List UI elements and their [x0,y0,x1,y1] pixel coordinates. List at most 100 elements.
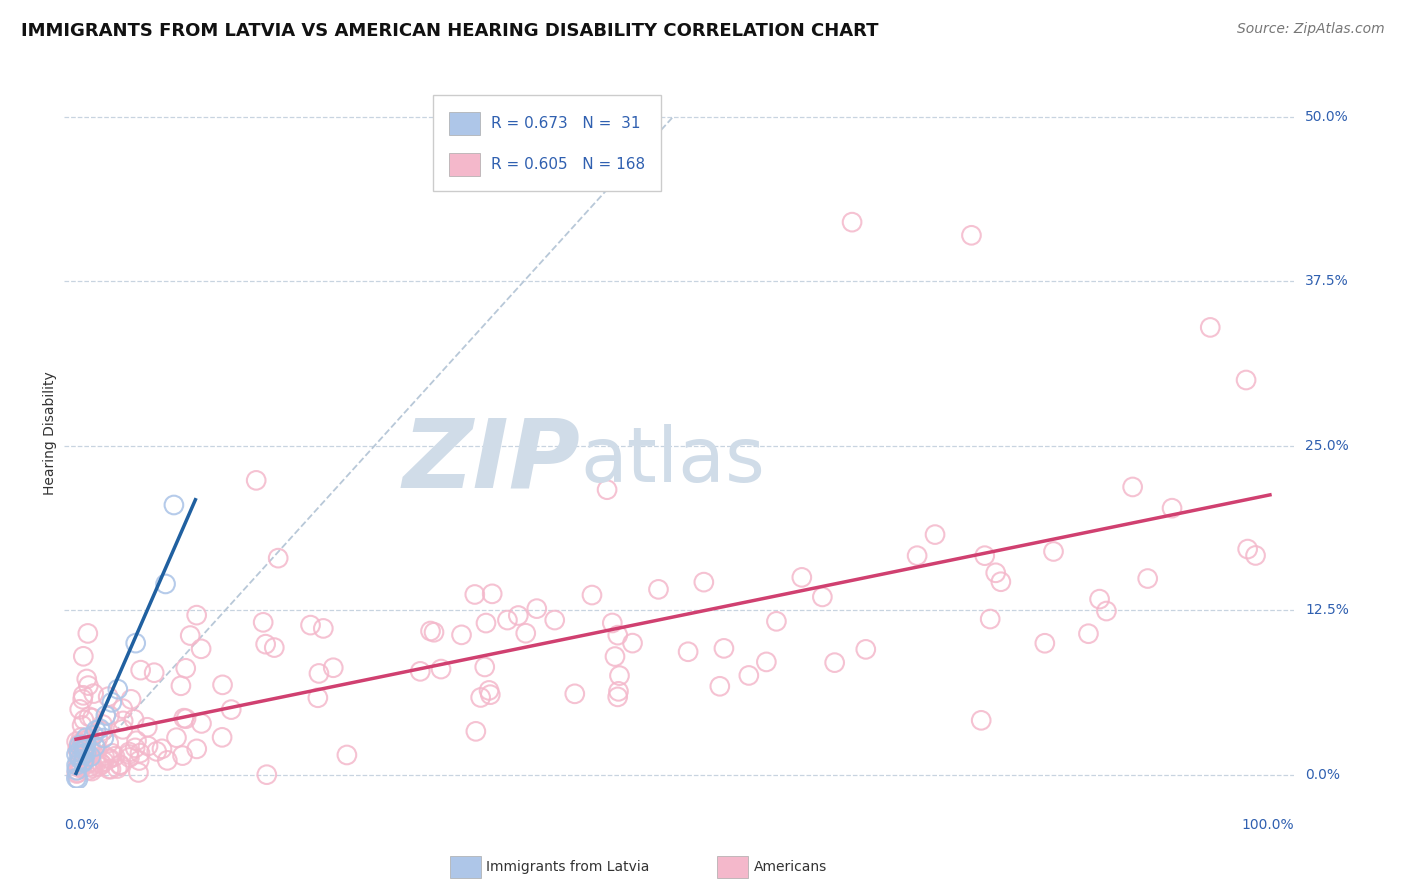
Point [245,474,267,488]
Point [79,759,101,773]
Point [609,668,631,682]
Text: R = 0.605   N = 168: R = 0.605 N = 168 [491,157,645,172]
Point [163,498,186,512]
Point [841,215,863,229]
Point [602,615,624,630]
Point [423,625,446,640]
Point [82,711,104,725]
Point [66,765,89,780]
Point [1234,373,1257,387]
Point [479,688,502,702]
Point [179,629,201,643]
Point [129,663,152,677]
Point [75,746,97,760]
Point [990,574,1012,589]
Point [72,692,94,706]
Point [307,690,329,705]
Point [1244,549,1267,563]
FancyBboxPatch shape [449,153,479,177]
Point [790,570,813,584]
Point [79,755,101,769]
Point [72,757,94,772]
Point [75,739,97,753]
Point [70,761,93,775]
Text: Source: ZipAtlas.com: Source: ZipAtlas.com [1237,22,1385,37]
Point [69,749,91,764]
Point [118,750,141,764]
Point [125,733,148,747]
Point [67,755,90,769]
Point [87,731,110,746]
Point [79,731,101,746]
Point [101,695,124,709]
Text: Americans: Americans [754,860,827,874]
Point [122,712,145,726]
Point [544,613,567,627]
Text: IMMIGRANTS FROM LATVIA VS AMERICAN HEARING DISABILITY CORRELATION CHART: IMMIGRANTS FROM LATVIA VS AMERICAN HEARI… [21,22,879,40]
Point [409,665,432,679]
Point [219,703,242,717]
Point [112,714,135,728]
Point [647,582,669,597]
Point [98,751,121,765]
Point [474,660,496,674]
Point [77,748,100,763]
Point [67,758,90,772]
Point [606,690,628,704]
Point [83,728,105,742]
Point [755,655,778,669]
Point [120,692,142,706]
Text: 0.0%: 0.0% [65,818,98,832]
Point [66,764,89,778]
Point [211,731,233,745]
Point [855,642,877,657]
Point [1136,572,1159,586]
Point [596,483,619,497]
Point [312,622,335,636]
Point [430,662,453,676]
Point [299,618,322,632]
Point [86,741,108,756]
Point [145,744,167,758]
Point [111,723,134,737]
Point [128,754,150,768]
Text: Immigrants from Latvia: Immigrants from Latvia [486,860,650,874]
Point [90,757,112,772]
Point [89,756,111,770]
Point [136,720,159,734]
Point [83,687,105,701]
Point [211,678,233,692]
Point [72,756,94,770]
Point [1236,542,1258,557]
Point [67,772,90,786]
Point [973,549,995,563]
Point [65,734,87,748]
Point [172,748,194,763]
Point [84,723,107,738]
Point [65,758,87,772]
Point [105,762,128,776]
Point [104,749,127,764]
Point [156,753,179,767]
Point [124,740,146,755]
Point [67,759,90,773]
Point [77,764,100,778]
Point [65,771,87,785]
Point [254,637,277,651]
Point [979,612,1001,626]
Point [186,608,208,623]
Point [450,628,472,642]
Point [73,713,96,727]
Point [67,743,90,757]
Point [80,743,103,757]
Point [69,752,91,766]
Point [127,765,149,780]
Point [107,682,129,697]
Point [170,679,193,693]
Point [1088,592,1111,607]
Point [79,741,101,756]
Point [308,666,330,681]
Point [111,701,134,715]
Point [676,645,699,659]
Point [905,549,928,563]
